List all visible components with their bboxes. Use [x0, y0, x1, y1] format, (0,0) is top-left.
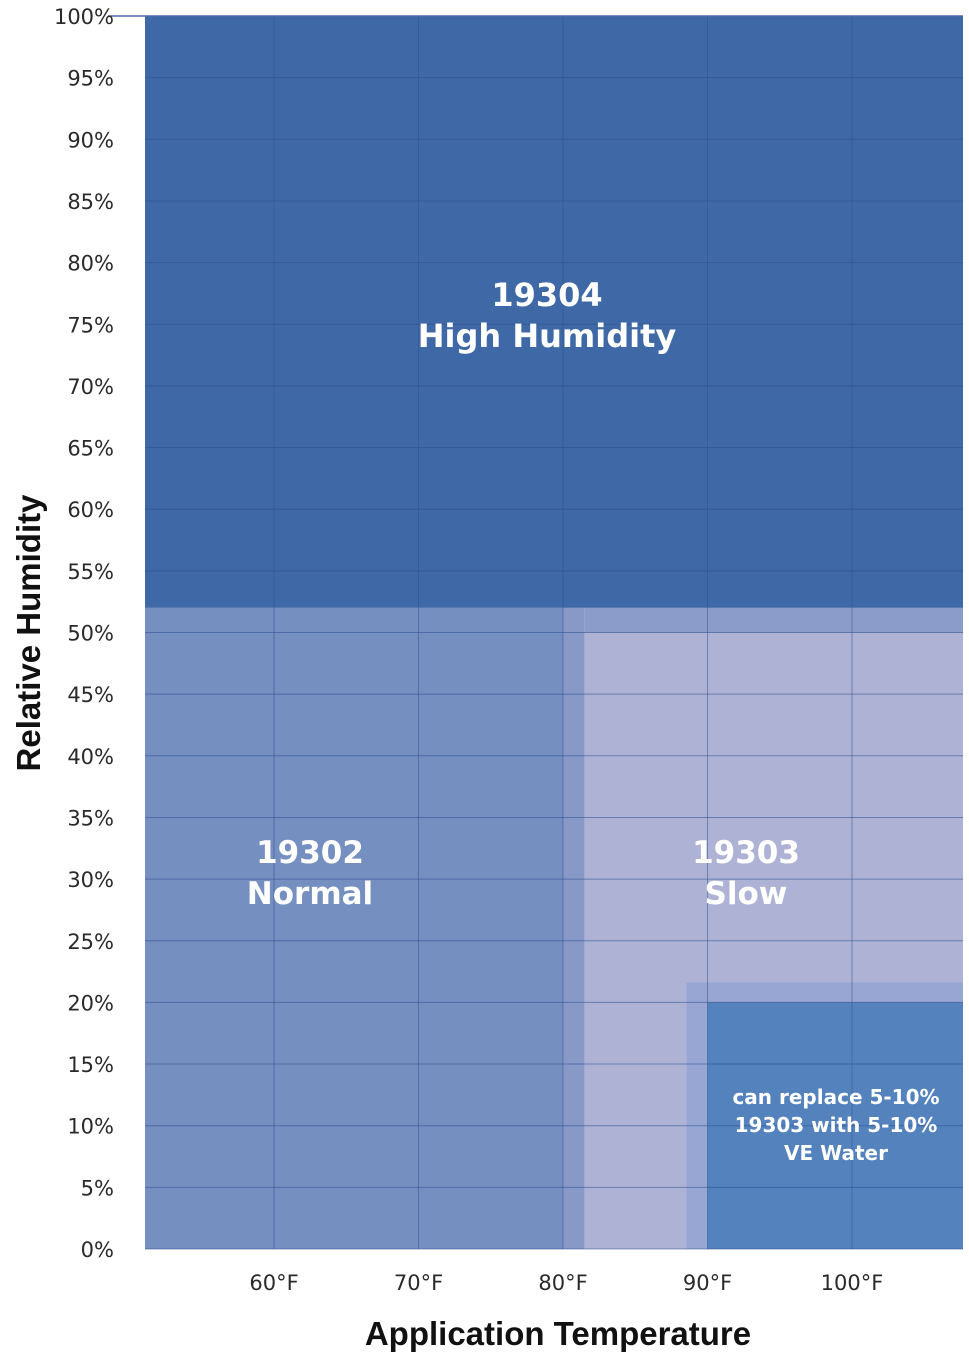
zone-label-high-humidity: High Humidity [418, 317, 677, 355]
y-tick-label: 20% [67, 991, 114, 1015]
y-tick-label: 90% [67, 128, 114, 152]
y-tick-label: 0% [81, 1238, 114, 1262]
y-tick-label: 70% [67, 375, 114, 399]
y-tick-label: 45% [67, 683, 114, 707]
zone-label-slow: 19303 [692, 835, 800, 871]
y-tick-label: 55% [67, 560, 114, 584]
y-tick-label: 60% [67, 498, 114, 522]
y-tick-label: 30% [67, 868, 114, 892]
y-tick-label: 40% [67, 745, 114, 769]
y-tick-label: 35% [67, 806, 114, 830]
y-tick-label: 75% [67, 313, 114, 337]
zone-transition-band [563, 607, 585, 1249]
y-tick-label: 50% [67, 622, 114, 646]
y-tick-label: 85% [67, 190, 114, 214]
y-tick-label: 5% [81, 1176, 114, 1200]
x-tick-label: 70°F [394, 1271, 443, 1295]
y-tick-label: 95% [67, 67, 114, 91]
zone-label-normal: 19302 [256, 835, 364, 871]
zone-label-water: can replace 5-10% [732, 1085, 939, 1109]
zone-label-water: 19303 with 5-10% [735, 1113, 938, 1137]
y-axis-title: Relative Humidity [10, 494, 47, 772]
x-tick-label: 80°F [538, 1271, 587, 1295]
y-tick-label: 80% [67, 252, 114, 276]
x-tick-label: 60°F [249, 1271, 298, 1295]
y-tick-label: 25% [67, 930, 114, 954]
zone-label-high-humidity: 19304 [491, 276, 602, 314]
zone-label-normal: Normal [247, 876, 373, 912]
x-axis-title: Application Temperature [365, 1315, 751, 1352]
zone-slow-top-band [584, 607, 963, 633]
zone-label-water: VE Water [784, 1141, 888, 1165]
y-tick-label: 100% [54, 5, 114, 29]
x-tick-label: 90°F [683, 1271, 732, 1295]
x-tick-label: 100°F [821, 1271, 884, 1295]
y-tick-label: 65% [67, 437, 114, 461]
y-tick-label: 15% [67, 1053, 114, 1077]
zone-label-slow: Slow [705, 876, 788, 912]
zone-normal [145, 607, 563, 1249]
y-tick-label: 10% [67, 1115, 114, 1139]
